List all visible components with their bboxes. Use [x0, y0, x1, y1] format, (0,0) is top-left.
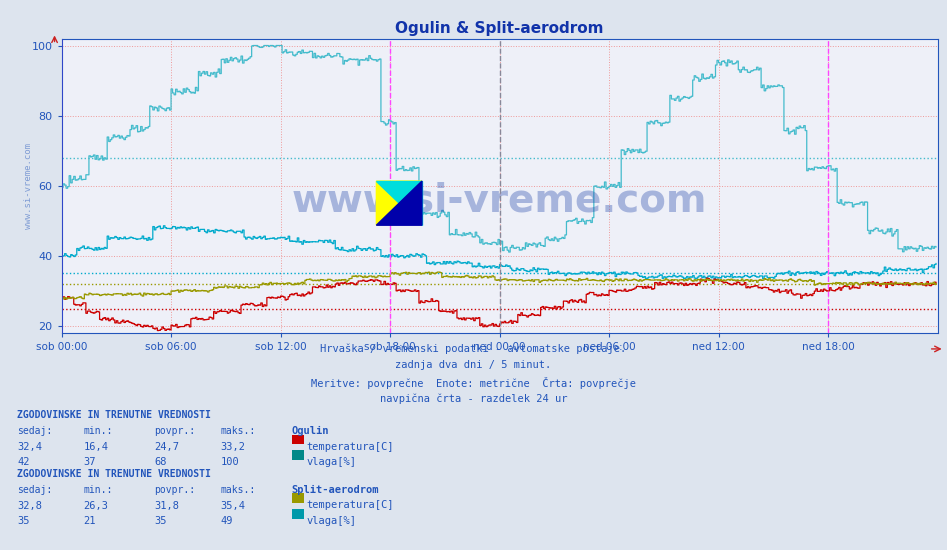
Polygon shape: [376, 181, 422, 225]
Text: www.si-vreme.com: www.si-vreme.com: [24, 142, 33, 229]
Text: maks.:: maks.:: [221, 485, 256, 495]
Text: Meritve: povprečne  Enote: metrične  Črta: povprečje: Meritve: povprečne Enote: metrične Črta:…: [311, 377, 636, 389]
Text: Hrvaška / vremenski podatki - avtomatske postaje.: Hrvaška / vremenski podatki - avtomatske…: [320, 344, 627, 354]
Text: 42: 42: [17, 457, 29, 467]
Text: 26,3: 26,3: [83, 500, 108, 510]
Text: 24,7: 24,7: [154, 442, 179, 452]
Text: 68: 68: [154, 457, 167, 467]
Text: 32,8: 32,8: [17, 500, 42, 510]
Text: zadnja dva dni / 5 minut.: zadnja dva dni / 5 minut.: [396, 360, 551, 370]
Text: Split-aerodrom: Split-aerodrom: [292, 485, 379, 495]
Text: 21: 21: [83, 516, 96, 526]
Polygon shape: [376, 181, 422, 225]
Text: ZGODOVINSKE IN TRENUTNE VREDNOSTI: ZGODOVINSKE IN TRENUTNE VREDNOSTI: [17, 410, 211, 420]
Text: sedaj:: sedaj:: [17, 426, 52, 436]
Text: 35: 35: [154, 516, 167, 526]
Text: Ogulin: Ogulin: [292, 426, 330, 436]
Text: vlaga[%]: vlaga[%]: [307, 516, 357, 526]
Text: 100: 100: [221, 457, 240, 467]
Text: 35: 35: [17, 516, 29, 526]
Text: temperatura[C]: temperatura[C]: [307, 442, 394, 452]
Polygon shape: [376, 181, 422, 225]
Text: maks.:: maks.:: [221, 426, 256, 436]
Text: temperatura[C]: temperatura[C]: [307, 500, 394, 510]
Text: min.:: min.:: [83, 426, 113, 436]
Text: 49: 49: [221, 516, 233, 526]
Text: 31,8: 31,8: [154, 500, 179, 510]
Text: povpr.:: povpr.:: [154, 485, 195, 495]
Text: 32,4: 32,4: [17, 442, 42, 452]
Text: povpr.:: povpr.:: [154, 426, 195, 436]
Text: navpična črta - razdelek 24 ur: navpična črta - razdelek 24 ur: [380, 393, 567, 404]
Text: 35,4: 35,4: [221, 500, 245, 510]
Text: www.si-vreme.com: www.si-vreme.com: [292, 182, 707, 219]
Text: min.:: min.:: [83, 485, 113, 495]
Text: vlaga[%]: vlaga[%]: [307, 457, 357, 467]
Text: sedaj:: sedaj:: [17, 485, 52, 495]
Text: 37: 37: [83, 457, 96, 467]
Title: Ogulin & Split-aerodrom: Ogulin & Split-aerodrom: [395, 21, 604, 36]
Text: 33,2: 33,2: [221, 442, 245, 452]
Text: 16,4: 16,4: [83, 442, 108, 452]
Text: ZGODOVINSKE IN TRENUTNE VREDNOSTI: ZGODOVINSKE IN TRENUTNE VREDNOSTI: [17, 469, 211, 478]
